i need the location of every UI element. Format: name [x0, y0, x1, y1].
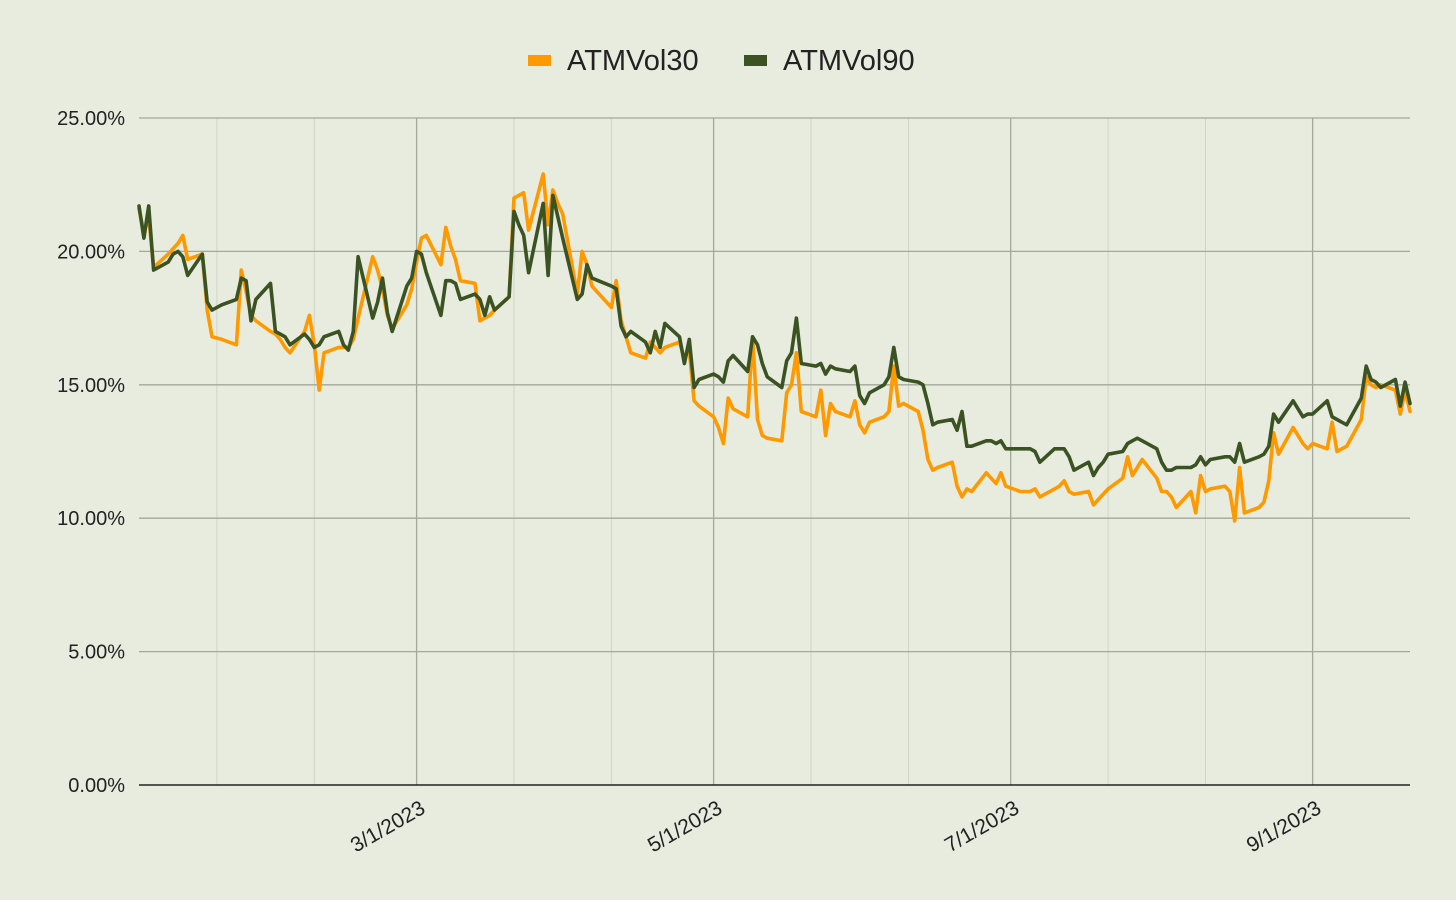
legend-swatch-atmvol90	[744, 55, 767, 66]
y-axis-ticks: 0.00% 5.00% 10.00% 15.00% 20.00% 25.00%	[57, 108, 125, 797]
y-tick-label: 25.00%	[57, 108, 125, 130]
y-tick-label: 15.00%	[57, 375, 125, 397]
legend-swatch-atmvol30	[528, 55, 551, 66]
y-tick-label: 0.00%	[68, 775, 125, 797]
x-tick-label: 9/1/2023	[1243, 796, 1325, 857]
y-tick-label: 5.00%	[68, 642, 125, 664]
series-line-atmvol30	[137, 172, 1412, 523]
legend: ATMVol30 ATMVol90	[528, 45, 915, 77]
x-tick-label: 3/1/2023	[347, 796, 429, 857]
series-line-atmvol90	[137, 193, 1412, 478]
legend-label-atmvol90: ATMVol90	[783, 45, 915, 77]
y-tick-label: 20.00%	[57, 241, 125, 263]
y-tick-label: 10.00%	[57, 508, 125, 530]
x-tick-label: 5/1/2023	[644, 796, 726, 857]
grid-lines	[139, 117, 1410, 785]
series-lines	[137, 172, 1412, 523]
x-tick-label: 7/1/2023	[941, 796, 1023, 857]
x-axis-ticks: 3/1/2023 5/1/2023 7/1/2023 9/1/2023	[347, 796, 1325, 857]
legend-label-atmvol30: ATMVol30	[567, 45, 699, 77]
